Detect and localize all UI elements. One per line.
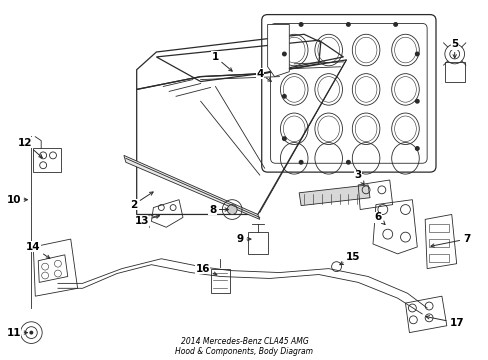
Bar (428, 239, 448, 247)
Circle shape (282, 136, 286, 141)
Text: 10: 10 (6, 195, 27, 205)
Text: 13: 13 (134, 215, 159, 226)
Text: 4: 4 (256, 69, 271, 81)
Text: 11: 11 (6, 328, 27, 338)
Text: 9: 9 (236, 234, 250, 244)
Text: 8: 8 (208, 204, 228, 215)
Text: 5: 5 (450, 39, 457, 58)
Circle shape (414, 99, 419, 104)
Text: 3: 3 (354, 170, 364, 185)
Circle shape (345, 160, 350, 165)
Text: 1: 1 (211, 52, 232, 71)
Polygon shape (299, 185, 369, 206)
Circle shape (414, 51, 419, 57)
Circle shape (282, 94, 286, 99)
Circle shape (298, 160, 303, 165)
Text: 6: 6 (373, 212, 384, 225)
Text: 12: 12 (18, 138, 42, 158)
Text: 2014 Mercedes-Benz CLA45 AMG
Hood & Components, Body Diagram: 2014 Mercedes-Benz CLA45 AMG Hood & Comp… (175, 337, 313, 356)
Circle shape (227, 204, 237, 215)
Polygon shape (123, 156, 259, 219)
Circle shape (298, 22, 303, 27)
Polygon shape (267, 24, 289, 77)
Circle shape (392, 22, 397, 27)
Text: 2: 2 (130, 192, 153, 210)
Text: 16: 16 (195, 264, 216, 275)
Text: 14: 14 (26, 242, 50, 258)
Text: 7: 7 (430, 234, 469, 247)
Text: 15: 15 (339, 252, 360, 265)
Text: 17: 17 (425, 316, 463, 328)
Circle shape (282, 51, 286, 57)
Bar (428, 254, 448, 262)
Circle shape (414, 146, 419, 151)
Circle shape (29, 330, 33, 334)
Bar (428, 224, 448, 232)
Circle shape (345, 22, 350, 27)
